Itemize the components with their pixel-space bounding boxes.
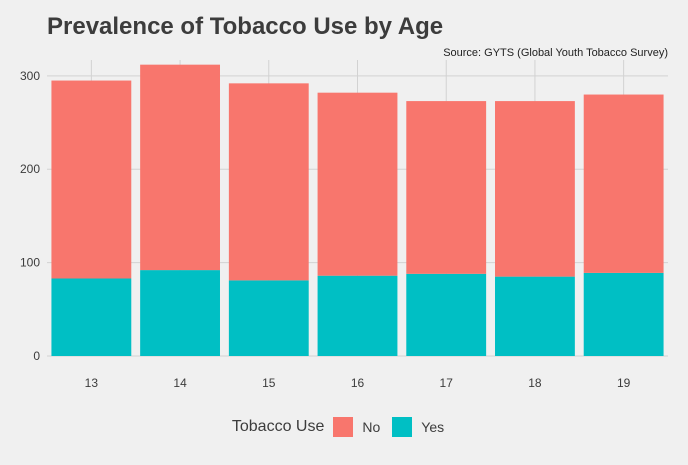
x-tick-label: 15 <box>262 376 276 390</box>
x-tick-label: 17 <box>440 376 454 390</box>
x-tick-label: 18 <box>528 376 542 390</box>
bar-yes-age-14 <box>140 270 220 356</box>
bar-no-age-15 <box>228 83 309 281</box>
bar-no-age-13 <box>51 80 132 279</box>
legend-label-yes: Yes <box>421 419 445 435</box>
legend: Tobacco Use No Yes <box>0 410 688 444</box>
x-tick-label: 19 <box>617 376 631 390</box>
legend-item-yes: Yes <box>392 417 444 437</box>
bar-no-age-17 <box>406 101 487 274</box>
bar-no-age-16 <box>317 92 398 276</box>
bar-layer <box>51 64 664 356</box>
x-tick-label: 16 <box>351 376 365 390</box>
y-tick-label: 0 <box>33 349 40 363</box>
chart-title: Prevalence of Tobacco Use by Age <box>47 13 444 40</box>
bar-yes-age-13 <box>51 278 132 356</box>
axis-layer: 0 100 200 300 13 14 15 16 17 18 19 <box>20 69 631 390</box>
legend-title: Tobacco Use <box>231 418 325 435</box>
chart-caption: Source: GYTS (Global Youth Tobacco Surve… <box>443 47 668 59</box>
bar-no-age-14 <box>140 64 220 271</box>
legend-key-no <box>333 417 354 437</box>
bar-yes-age-15 <box>228 280 309 356</box>
bar-no-age-18 <box>495 101 575 277</box>
y-tick-label: 200 <box>20 162 40 176</box>
y-tick-label: 300 <box>20 69 40 83</box>
bar-yes-age-16 <box>317 275 398 356</box>
legend-item-no: No <box>333 417 380 437</box>
x-tick-label: 13 <box>85 376 99 390</box>
legend-key-yes <box>392 417 413 437</box>
bar-yes-age-17 <box>406 273 487 356</box>
y-tick-label: 100 <box>20 256 40 270</box>
x-tick-label: 14 <box>173 376 187 390</box>
bar-no-age-19 <box>583 94 664 273</box>
bar-yes-age-18 <box>495 276 575 356</box>
legend-label-no: No <box>362 419 381 435</box>
bar-yes-age-19 <box>583 272 664 356</box>
